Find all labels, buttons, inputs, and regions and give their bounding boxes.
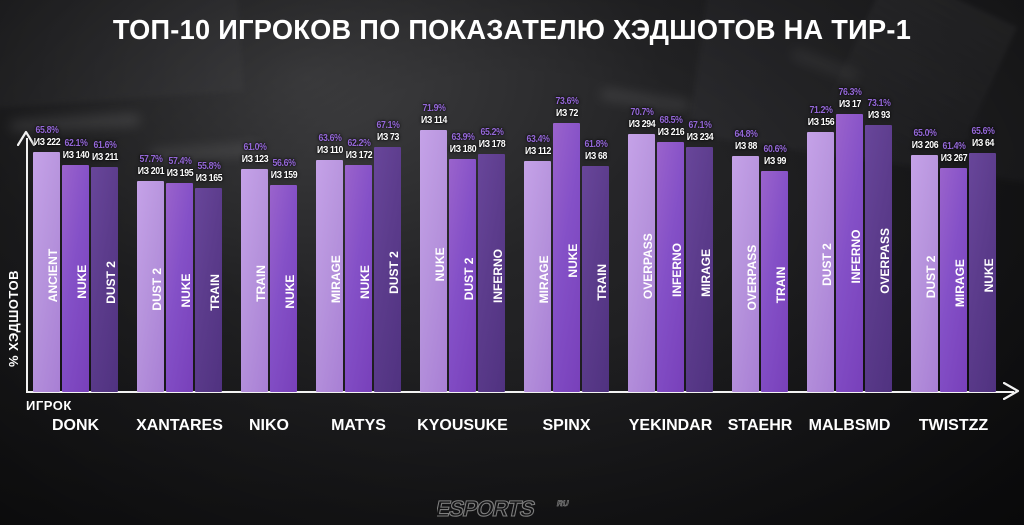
svg-text:ESPORTS: ESPORTS bbox=[437, 496, 537, 521]
svg-text:RU: RU bbox=[556, 499, 570, 508]
